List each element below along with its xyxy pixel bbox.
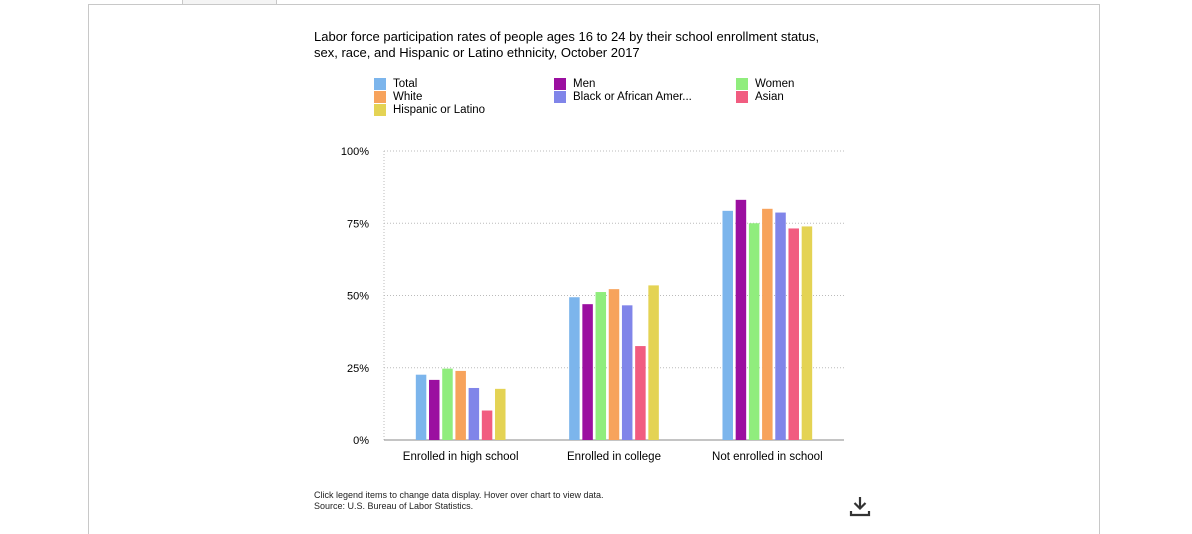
bar-enrolled-in-college-total[interactable] xyxy=(569,297,580,440)
footnote: Click legend items to change data displa… xyxy=(314,490,603,512)
legend-swatch xyxy=(554,77,566,90)
bar-enrolled-in-high-school-hispanic-or-latino[interactable] xyxy=(495,388,506,440)
bar-enrolled-in-high-school-total[interactable] xyxy=(415,374,427,440)
legend-swatch xyxy=(554,90,566,103)
download-button[interactable] xyxy=(848,494,872,518)
legend-label: Women xyxy=(755,77,795,90)
legend-item-asian[interactable]: Asian xyxy=(736,90,784,103)
download-icon xyxy=(849,497,871,517)
bar-enrolled-in-college-men[interactable] xyxy=(582,304,593,440)
legend-item-women[interactable]: Women xyxy=(736,77,794,90)
legend-swatch xyxy=(374,90,386,103)
y-tick-label: 50% xyxy=(347,291,369,303)
y-tick-label: 100% xyxy=(341,146,369,158)
bar-enrolled-in-college-white[interactable] xyxy=(608,289,620,440)
legend-label: Total xyxy=(393,77,418,90)
bar-chart[interactable]: 0% 25% 50% 75% 100% Enrolled in high school En… xyxy=(0,0,1192,520)
legend-label: Hispanic or Latino xyxy=(393,103,486,116)
bar-enrolled-in-high-school-white[interactable] xyxy=(455,370,466,440)
x-tick-label: Enrolled in high school xyxy=(403,451,519,463)
bar-enrolled-in-college-women[interactable] xyxy=(595,292,607,440)
legend-label: Men xyxy=(573,77,596,90)
legend-label: White xyxy=(393,90,423,103)
bar-enrolled-in-college-asian[interactable] xyxy=(635,346,646,440)
bar-not-enrolled-in-school-asian[interactable] xyxy=(788,228,799,440)
bar-enrolled-in-college-black-or-african-amer[interactable] xyxy=(621,305,633,440)
legend-item-white[interactable]: White xyxy=(374,90,422,103)
legend-label: Black or African Amer... xyxy=(573,90,692,103)
legend-swatch xyxy=(736,77,748,90)
legend-item-black-or-african-amer[interactable]: Black or African Amer... xyxy=(554,90,692,103)
legend-item-total[interactable]: Total xyxy=(374,77,417,90)
chart-title: Labor force participation rates of peopl… xyxy=(314,29,820,60)
bar-enrolled-in-high-school-men[interactable] xyxy=(429,379,440,440)
tab-stub[interactable] xyxy=(182,0,277,5)
page-frame xyxy=(88,4,1100,534)
bar-enrolled-in-college-hispanic-or-latino[interactable] xyxy=(648,285,659,440)
y-tick-label: 75% xyxy=(347,218,369,230)
legend-label: Asian xyxy=(755,90,784,103)
legend-item-men[interactable]: Men xyxy=(554,77,595,90)
bar-not-enrolled-in-school-total[interactable] xyxy=(722,210,733,440)
y-tick-label: 0% xyxy=(353,435,369,447)
y-tick-label: 25% xyxy=(347,363,369,375)
bar-not-enrolled-in-school-white[interactable] xyxy=(762,208,773,440)
instructions-note: Click legend items to change data displa… xyxy=(314,490,604,500)
legend-swatch xyxy=(374,77,386,90)
legend-swatch xyxy=(736,90,748,103)
bar-not-enrolled-in-school-black-or-african-amer[interactable] xyxy=(775,212,786,440)
legend: Total Men Women White Black or African Amer.… xyxy=(374,77,834,117)
source-note: Source: U.S. Bureau of Labor Statistics. xyxy=(314,501,474,511)
legend-item-hispanic-or-latino[interactable]: Hispanic or Latino xyxy=(374,103,485,116)
legend-swatch xyxy=(374,103,386,116)
x-tick-label: Enrolled in college xyxy=(567,451,661,463)
bar-not-enrolled-in-school-hispanic-or-latino[interactable] xyxy=(801,226,813,440)
bar-enrolled-in-high-school-black-or-african-amer[interactable] xyxy=(468,387,480,440)
bar-not-enrolled-in-school-men[interactable] xyxy=(735,199,747,440)
bar-not-enrolled-in-school-women[interactable] xyxy=(748,223,760,440)
bar-enrolled-in-high-school-women[interactable] xyxy=(442,368,453,440)
x-tick-label: Not enrolled in school xyxy=(712,451,823,463)
bar-enrolled-in-high-school-asian[interactable] xyxy=(481,410,493,440)
